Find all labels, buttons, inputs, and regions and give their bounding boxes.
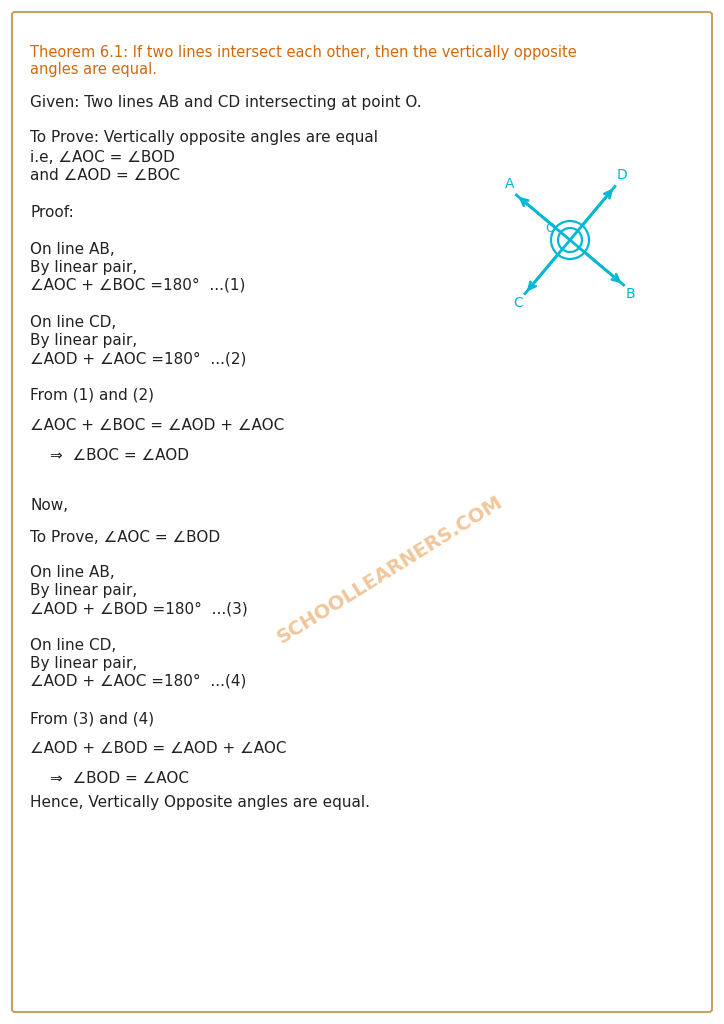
Text: angles are equal.: angles are equal. [30,62,157,77]
Text: Given: Two lines AB and CD intersecting at point O.: Given: Two lines AB and CD intersecting … [30,95,421,110]
FancyBboxPatch shape [12,12,712,1012]
Text: ⇒  ∠BOD = ∠AOC: ⇒ ∠BOD = ∠AOC [50,771,189,786]
Text: By linear pair,: By linear pair, [30,333,138,348]
Text: By linear pair,: By linear pair, [30,656,138,671]
Text: Now,: Now, [30,498,68,513]
Text: To Prove, ∠AOC = ∠BOD: To Prove, ∠AOC = ∠BOD [30,530,220,545]
Text: SCHOOLLEARNERS.COM: SCHOOLLEARNERS.COM [274,493,506,647]
Text: To Prove: Vertically opposite angles are equal: To Prove: Vertically opposite angles are… [30,130,378,145]
Text: ⇒  ∠BOC = ∠AOD: ⇒ ∠BOC = ∠AOD [50,449,189,463]
Text: Proof:: Proof: [30,205,74,220]
Text: Theorem 6.1: If two lines intersect each other, then the vertically opposite: Theorem 6.1: If two lines intersect each… [30,45,577,60]
Text: From (3) and (4): From (3) and (4) [30,711,154,726]
Text: and ∠AOD = ∠BOC: and ∠AOD = ∠BOC [30,168,180,183]
Text: D: D [617,168,628,182]
Text: On line AB,: On line AB, [30,242,114,257]
Text: ∠AOD + ∠AOC =180°  ...(2): ∠AOD + ∠AOC =180° ...(2) [30,351,246,366]
Text: O: O [545,222,555,234]
Text: i.e, ∠AOC = ∠BOD: i.e, ∠AOC = ∠BOD [30,150,175,165]
Text: ∠AOD + ∠AOC =180°  ...(4): ∠AOD + ∠AOC =180° ...(4) [30,674,246,689]
Text: C: C [513,296,523,309]
Text: ∠AOD + ∠BOD = ∠AOD + ∠AOC: ∠AOD + ∠BOD = ∠AOD + ∠AOC [30,741,287,756]
Text: ∠AOC + ∠BOC = ∠AOD + ∠AOC: ∠AOC + ∠BOC = ∠AOD + ∠AOC [30,418,285,433]
Text: ∠AOC + ∠BOC =180°  ...(1): ∠AOC + ∠BOC =180° ...(1) [30,278,245,293]
Text: B: B [626,287,635,301]
Text: A: A [505,177,514,191]
Text: By linear pair,: By linear pair, [30,583,138,598]
Text: From (1) and (2): From (1) and (2) [30,388,154,403]
Text: ∠AOD + ∠BOD =180°  ...(3): ∠AOD + ∠BOD =180° ...(3) [30,601,248,616]
Text: Hence, Vertically Opposite angles are equal.: Hence, Vertically Opposite angles are eq… [30,795,370,810]
Text: On line CD,: On line CD, [30,315,117,330]
Text: By linear pair,: By linear pair, [30,260,138,275]
Text: On line AB,: On line AB, [30,565,114,580]
Text: On line CD,: On line CD, [30,638,117,653]
